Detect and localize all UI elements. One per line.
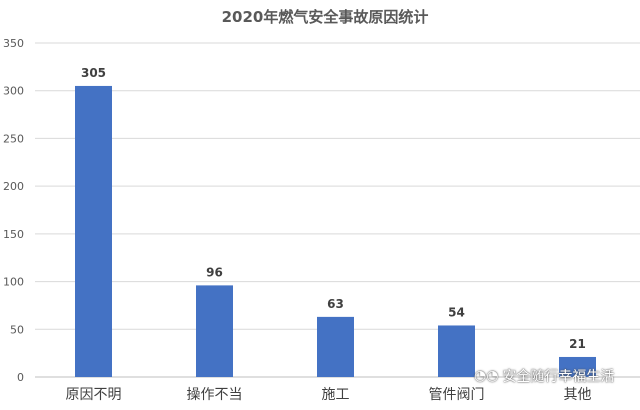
x-tick-label: 管件阀门 xyxy=(429,387,485,403)
x-tick-label: 施工 xyxy=(322,387,350,403)
y-tick-label: 50 xyxy=(10,323,24,336)
y-tick-label: 350 xyxy=(3,37,24,50)
y-tick-label: 100 xyxy=(3,276,24,289)
y-tick-label: 0 xyxy=(17,371,24,384)
y-tick-label: 250 xyxy=(3,132,24,145)
data-label: 54 xyxy=(448,305,465,319)
watermark-text: 安全随行幸福生活 xyxy=(502,369,615,385)
x-tick-label: 其他 xyxy=(564,387,592,403)
bar xyxy=(196,285,233,377)
y-tick-label: 150 xyxy=(3,228,24,241)
data-label: 21 xyxy=(569,337,586,351)
data-label: 63 xyxy=(327,297,344,311)
data-label: 305 xyxy=(81,66,106,80)
x-tick-label: 原因不明 xyxy=(66,387,122,403)
bar xyxy=(317,316,354,377)
watermark: ◔◔ 安全随行幸福生活 xyxy=(474,366,614,386)
bar xyxy=(438,325,475,377)
wechat-icon: ◔◔ xyxy=(474,368,499,384)
y-tick-label: 200 xyxy=(3,180,24,193)
data-label: 96 xyxy=(206,265,223,279)
bar xyxy=(559,356,596,377)
x-tick-label: 操作不当 xyxy=(187,387,243,403)
bar xyxy=(75,85,112,377)
chart-title: 2020年燃气安全事故原因统计 xyxy=(222,8,429,26)
y-tick-label: 300 xyxy=(3,85,24,98)
